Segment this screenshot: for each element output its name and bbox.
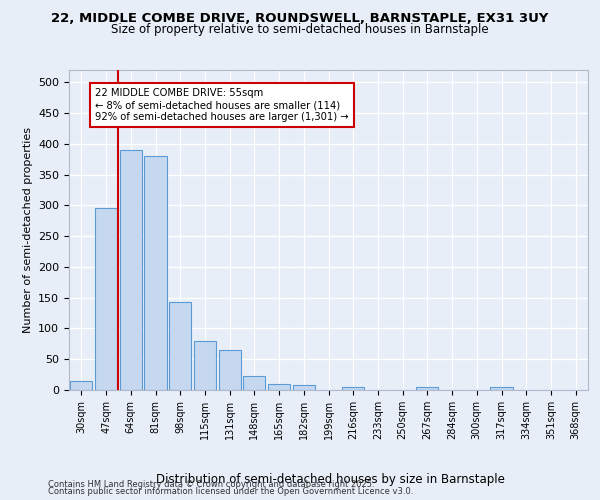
Bar	[293, 385, 315, 390]
Text: Contains public sector information licensed under the Open Government Licence v3: Contains public sector information licen…	[48, 488, 413, 496]
Bar	[70, 381, 92, 390]
Bar	[490, 387, 512, 390]
Bar	[268, 384, 290, 390]
Text: 22 MIDDLE COMBE DRIVE: 55sqm
← 8% of semi-detached houses are smaller (114)
92% : 22 MIDDLE COMBE DRIVE: 55sqm ← 8% of sem…	[95, 88, 349, 122]
Bar	[145, 156, 167, 390]
Text: Contains HM Land Registry data © Crown copyright and database right 2025.: Contains HM Land Registry data © Crown c…	[48, 480, 374, 489]
Text: Distribution of semi-detached houses by size in Barnstaple: Distribution of semi-detached houses by …	[155, 474, 505, 486]
Bar	[169, 302, 191, 390]
Bar	[243, 376, 265, 390]
Text: 22, MIDDLE COMBE DRIVE, ROUNDSWELL, BARNSTAPLE, EX31 3UY: 22, MIDDLE COMBE DRIVE, ROUNDSWELL, BARN…	[52, 12, 548, 26]
Bar	[95, 208, 117, 390]
Y-axis label: Number of semi-detached properties: Number of semi-detached properties	[23, 127, 32, 333]
Bar	[194, 341, 216, 390]
Bar	[342, 387, 364, 390]
Text: Size of property relative to semi-detached houses in Barnstaple: Size of property relative to semi-detach…	[111, 22, 489, 36]
Bar	[119, 150, 142, 390]
Bar	[218, 350, 241, 390]
Bar	[416, 387, 439, 390]
